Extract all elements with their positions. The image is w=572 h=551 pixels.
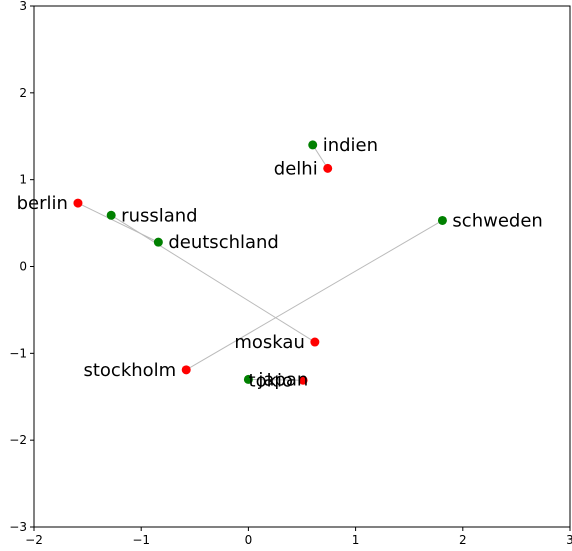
point-delhi <box>323 164 332 173</box>
point-russland <box>107 211 116 220</box>
x-tick-label: −2 <box>25 533 43 547</box>
x-tick-label: 2 <box>459 533 467 547</box>
label-berlin: berlin <box>17 193 68 214</box>
label-schweden: schweden <box>452 210 542 231</box>
x-tick-label: 0 <box>245 533 253 547</box>
point-moskau <box>310 338 319 347</box>
y-tick-label: 1 <box>19 173 27 187</box>
label-indien: indien <box>323 135 378 156</box>
x-tick-label: 1 <box>352 533 360 547</box>
label-tokio: tokio <box>249 370 294 391</box>
x-tick-label: −1 <box>132 533 150 547</box>
x-axis-ticks: −2 −1 0 1 2 3 <box>25 527 572 547</box>
y-axis-ticks: −3 −2 −1 0 1 2 3 <box>9 0 34 534</box>
x-tick-label: 3 <box>566 533 572 547</box>
y-tick-label: −2 <box>9 433 27 447</box>
point-deutschland <box>154 238 163 247</box>
point-schweden <box>438 216 447 225</box>
label-russland: russland <box>121 205 197 226</box>
y-tick-label: −1 <box>9 346 27 360</box>
label-stockholm: stockholm <box>83 360 176 381</box>
point-stockholm <box>182 365 191 374</box>
label-moskau: moskau <box>234 332 304 353</box>
y-tick-label: −3 <box>9 520 27 534</box>
point-indien <box>308 140 317 149</box>
y-tick-label: 3 <box>19 0 27 13</box>
point-berlin <box>73 199 82 208</box>
point-labels: indienrusslanddeutschlandschwedenjapande… <box>17 135 543 391</box>
y-tick-label: 0 <box>19 260 27 274</box>
y-tick-label: 2 <box>19 86 27 100</box>
plot-frame <box>34 6 570 527</box>
label-delhi: delhi <box>274 158 318 179</box>
label-deutschland: deutschland <box>168 232 279 253</box>
